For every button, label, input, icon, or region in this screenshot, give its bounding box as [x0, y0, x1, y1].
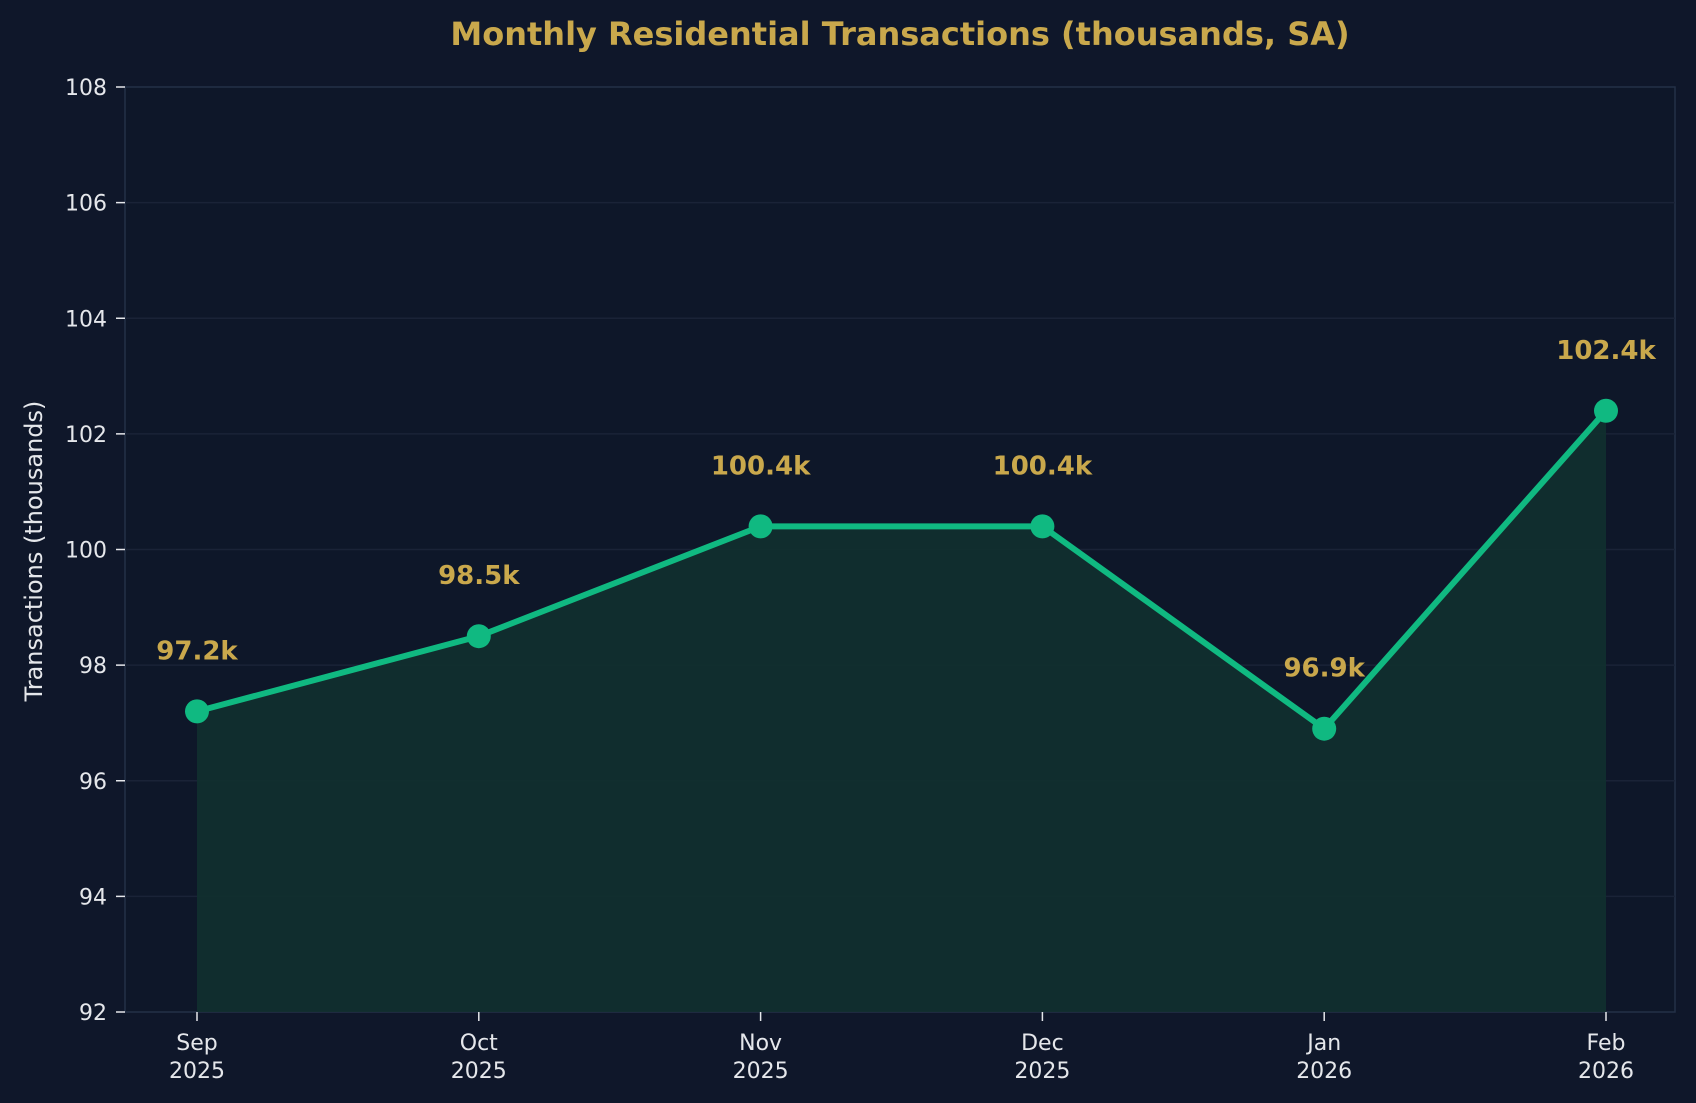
series-line	[196, 408, 1609, 732]
data-point	[1312, 716, 1337, 741]
data-labels: 97.2k 98.5k 100.4k 100.4k 96.9k 102.4k	[156, 336, 1656, 684]
y-tick-label: 104	[65, 307, 107, 332]
y-tick-label: 100	[65, 539, 107, 564]
y-tick-label: 94	[79, 885, 107, 910]
y-tick-label: 106	[65, 192, 107, 217]
y-axis-label: Transactions (thousands)	[20, 401, 48, 703]
data-point	[185, 699, 209, 724]
x-tick-label: Nov 2025	[733, 1031, 789, 1084]
data-label: 100.4k	[993, 451, 1093, 481]
x-tick-label: Jan 2026	[1296, 1031, 1352, 1084]
data-point	[1594, 398, 1618, 423]
data-label: 97.2k	[156, 636, 238, 666]
y-axis: 92 94 96 98 100 102 104 106 108	[65, 76, 125, 1026]
data-label: 102.4k	[1556, 336, 1656, 366]
data-label: 96.9k	[1283, 654, 1365, 684]
x-axis: Sep 2025 Oct 2025 Nov 2025 Dec 2025 Jan 2026 Feb 20…	[169, 1012, 1634, 1084]
x-tick-label: Feb 2026	[1578, 1031, 1634, 1084]
data-label: 100.4k	[711, 451, 811, 481]
data-point	[748, 514, 773, 539]
y-tick-label: 96	[79, 770, 107, 795]
data-label: 98.5k	[438, 561, 520, 591]
y-tick-label: 92	[79, 1001, 107, 1026]
x-tick-label: Sep 2025	[169, 1031, 225, 1084]
chart-title: Monthly Residential Transactions (thousa…	[450, 15, 1349, 53]
y-tick-label: 102	[65, 423, 107, 448]
y-tick-label: 108	[65, 76, 107, 101]
data-point	[1030, 514, 1055, 539]
data-points	[185, 398, 1618, 741]
area-fill	[197, 410, 1606, 1012]
data-point	[466, 624, 491, 649]
x-tick-label: Dec 2025	[1014, 1031, 1070, 1084]
x-tick-label: Oct 2025	[451, 1031, 507, 1084]
y-tick-label: 98	[79, 654, 107, 679]
